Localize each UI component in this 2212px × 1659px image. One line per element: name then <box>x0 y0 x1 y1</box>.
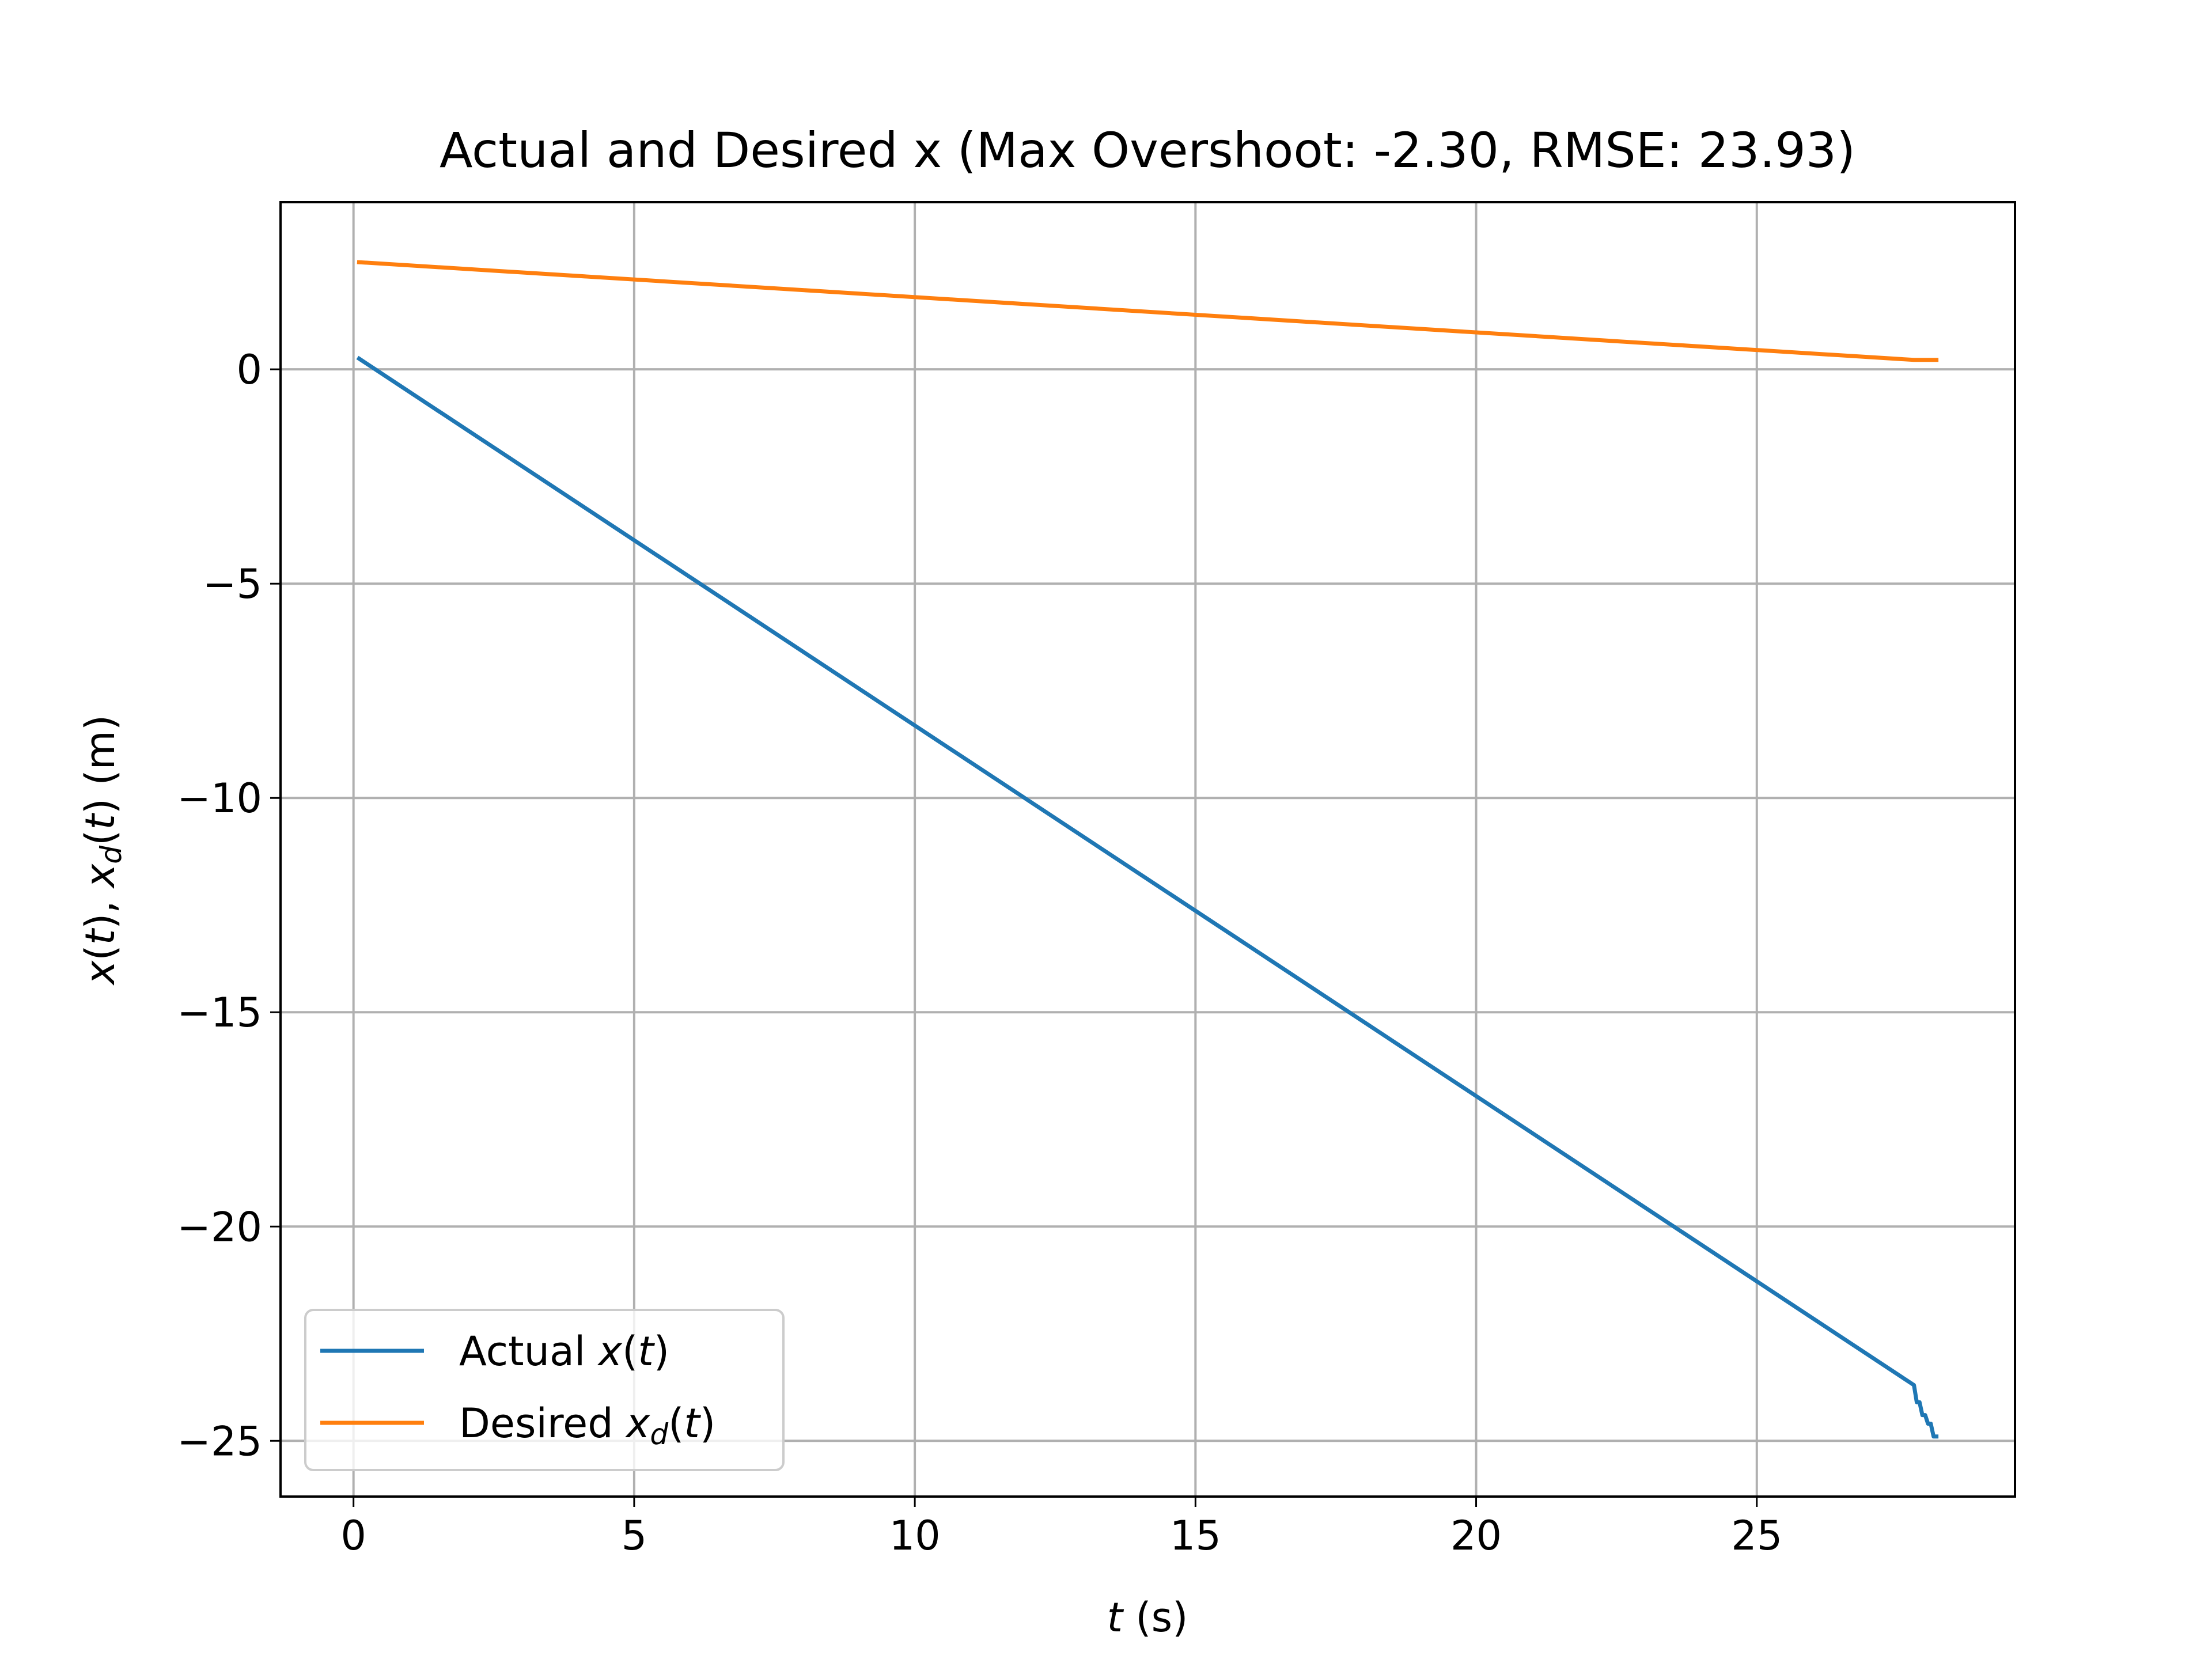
y-label-h: t <box>77 813 124 830</box>
y-label-c: t <box>77 927 124 945</box>
y-label-d: ), <box>77 888 124 929</box>
y-label-a: x <box>77 960 124 986</box>
y-tick-label: −25 <box>177 1418 262 1465</box>
y-tick-label: 0 <box>236 346 262 393</box>
x-tick-label: 20 <box>1450 1512 1502 1559</box>
legend-desired-close: ) <box>700 1400 715 1447</box>
y-tick-label: −20 <box>177 1203 262 1251</box>
plot-frame <box>279 201 2016 1498</box>
x-tick-label: 25 <box>1731 1512 1782 1559</box>
legend-desired-var: x <box>625 1400 650 1447</box>
legend-desired-t: t <box>684 1400 701 1447</box>
legend-box <box>304 1309 785 1471</box>
legend: Actual x(t) Desired xd(t) <box>304 1309 785 1471</box>
plot-area <box>281 202 2015 1497</box>
legend-actual-t: t <box>638 1328 655 1375</box>
chart-title: Actual and Desired x (Max Overshoot: -2.… <box>440 122 1855 179</box>
x-axis-label-var: t <box>1107 1594 1124 1641</box>
x-axis-label: t (s) <box>1107 1594 1188 1641</box>
y-axis-label: x(t), xd(t) (m) <box>77 715 128 986</box>
x-tick-label: 0 <box>340 1512 366 1559</box>
y-label-g: ( <box>77 830 124 846</box>
y-tick-label: −15 <box>177 989 262 1036</box>
ticks: 0 5 10 15 20 25 0 −5 −10 −15 −20 −25 <box>177 346 1782 1559</box>
series-line-desired <box>357 260 1939 362</box>
series-line-actual <box>356 355 1939 1439</box>
legend-desired-open: ( <box>668 1400 684 1447</box>
legend-label-desired: Desired xd(t) <box>459 1400 715 1451</box>
legend-desired-sub: d <box>650 1418 668 1451</box>
y-label-e: x <box>77 863 124 889</box>
y-tick-label: −5 <box>203 560 262 608</box>
legend-actual-open: ( <box>622 1328 638 1375</box>
grid <box>281 202 2015 1497</box>
y-label-f: d <box>94 846 128 864</box>
y-tick-label: −10 <box>177 775 262 822</box>
legend-label-actual: Actual x(t) <box>459 1328 669 1375</box>
legend-actual-close: ) <box>654 1328 669 1375</box>
legend-actual-var: x <box>597 1328 623 1375</box>
legend-actual-pre: Actual <box>459 1328 599 1375</box>
series-layer <box>356 260 1939 1439</box>
legend-desired-pre: Desired <box>459 1400 626 1447</box>
y-label-i: ) (m) <box>77 715 124 814</box>
x-axis-label-unit: (s) <box>1123 1594 1188 1641</box>
x-tick-label: 15 <box>1170 1512 1221 1559</box>
x-tick-label: 10 <box>889 1512 941 1559</box>
x-tick-label: 5 <box>622 1512 647 1559</box>
y-label-b: ( <box>77 945 124 960</box>
